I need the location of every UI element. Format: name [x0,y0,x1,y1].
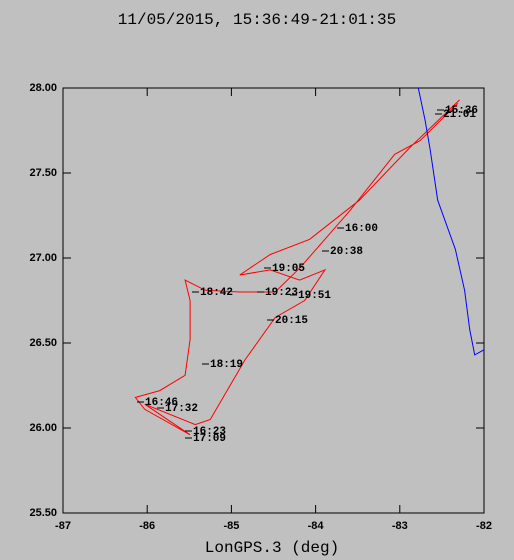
time-annotation: 16:23 [193,426,226,438]
chart-title: 11/05/2015, 15:36:49-21:01:35 [118,11,396,29]
time-annotation: 18:42 [200,287,233,299]
time-annotation: 16:46 [145,397,178,409]
time-annotation: 20:38 [330,246,363,258]
time-annotation: 19:51 [298,290,331,302]
x-tick-label: -86 [139,520,155,532]
y-tick-label: 28.00 [29,82,57,94]
plot-frame [62,87,485,514]
time-annotation: 19:05 [272,263,305,275]
y-tick-label: 25.50 [29,507,57,519]
time-annotation: 16:00 [345,223,378,235]
y-tick-label: 27.00 [29,252,57,264]
time-annotation: 18:19 [210,359,243,371]
x-axis-label: LonGPS.3 (deg) [205,539,339,557]
x-tick-label: -87 [55,520,71,532]
time-annotation: 21:01 [443,109,476,121]
time-annotation: 20:15 [275,315,308,327]
time-annotation: 19:23 [265,287,298,299]
time-annotation: 17:09 [193,433,226,445]
time-annotation: 17:32 [165,403,198,415]
y-tick-label: 26.00 [29,422,57,434]
x-tick-label: -85 [223,520,239,532]
x-tick-label: -84 [308,520,325,532]
track-line [417,87,485,356]
y-tick-label: 26.50 [29,337,57,349]
track-line [134,99,460,436]
y-tick-label: 27.50 [29,167,57,179]
time-annotation: 15:36 [445,105,478,117]
x-tick-label: -83 [392,520,408,532]
x-tick-label: -82 [476,520,492,532]
